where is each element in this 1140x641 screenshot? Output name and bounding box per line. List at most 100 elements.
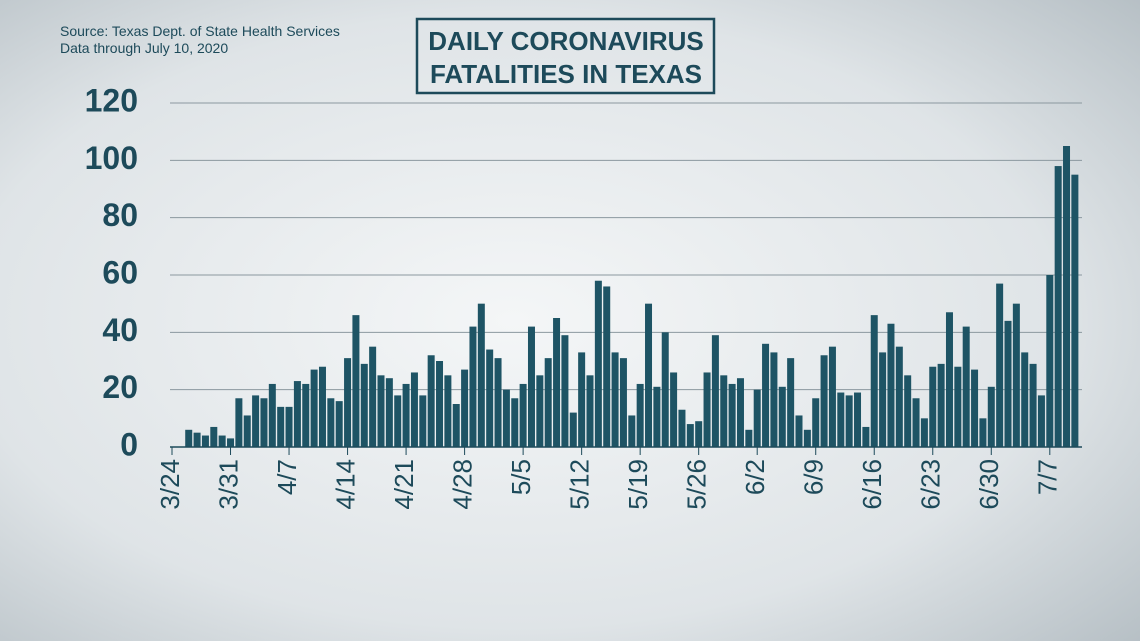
bar [260, 398, 268, 447]
bar [419, 395, 427, 447]
bar [477, 303, 485, 447]
bar [544, 358, 552, 447]
x-tick-label: 7/7 [1033, 459, 1063, 495]
bar [711, 335, 719, 447]
chart-title: DAILY CORONAVIRUS [428, 26, 703, 56]
bar [912, 398, 920, 447]
bar [519, 383, 527, 447]
title-box [415, 17, 716, 95]
bar [895, 346, 903, 447]
bar [310, 369, 318, 447]
x-tick-label: 4/14 [330, 459, 360, 510]
x-tick-label: 4/21 [389, 459, 419, 510]
bar [954, 366, 962, 447]
bar [820, 355, 828, 447]
bar [1029, 363, 1037, 447]
bar [586, 375, 594, 447]
bar [1046, 275, 1054, 447]
bar [670, 372, 678, 447]
bar [561, 335, 569, 447]
bar [444, 375, 452, 447]
bar [828, 346, 836, 447]
y-tick-label: 40 [102, 312, 138, 348]
bar [210, 426, 218, 447]
bar [410, 372, 418, 447]
bar [185, 429, 193, 447]
y-tick-label: 120 [85, 82, 138, 118]
bar [720, 375, 728, 447]
bar [837, 392, 845, 447]
bar [318, 366, 326, 447]
bar [594, 280, 602, 447]
bar [243, 415, 251, 447]
bar [227, 438, 235, 447]
bar [854, 392, 862, 447]
bar [812, 398, 820, 447]
x-tick-label: 3/24 [155, 459, 185, 510]
bar [293, 381, 301, 447]
bar [193, 432, 201, 447]
y-tick-label: 0 [120, 426, 138, 462]
bar [302, 383, 310, 447]
bar [486, 349, 494, 447]
bar [795, 415, 803, 447]
bar [511, 398, 519, 447]
bar [937, 363, 945, 447]
x-tick-label: 5/19 [623, 459, 653, 510]
bar [553, 318, 561, 447]
bar [745, 429, 753, 447]
x-tick-label: 4/28 [447, 459, 477, 510]
bar [335, 401, 343, 447]
x-tick-label: 5/5 [506, 459, 536, 495]
bar [661, 332, 669, 447]
y-tick-label: 60 [102, 254, 138, 290]
x-tick-label: 5/12 [565, 459, 595, 510]
bar [461, 369, 469, 447]
bar [502, 389, 510, 447]
bar [686, 424, 694, 447]
bar [527, 326, 535, 447]
bar [628, 415, 636, 447]
bar [1037, 395, 1045, 447]
bar [235, 398, 243, 447]
bar [845, 395, 853, 447]
bar [762, 343, 770, 447]
bar [979, 418, 987, 447]
bar [1012, 303, 1020, 447]
x-tick-label: 6/2 [740, 459, 770, 495]
chart-subtitle: FATALITIES IN TEXAS [430, 59, 702, 89]
bar [277, 406, 285, 447]
y-tick-label: 100 [85, 140, 138, 176]
y-tick-label: 20 [102, 369, 138, 405]
x-tick-label: 3/31 [213, 459, 243, 510]
bar [703, 372, 711, 447]
bar [879, 352, 887, 447]
bar [1004, 320, 1012, 447]
bar [962, 326, 970, 447]
x-tick-label: 6/23 [916, 459, 946, 510]
bar [753, 389, 761, 447]
bar [1071, 174, 1079, 447]
bar [252, 395, 260, 447]
bar [971, 369, 979, 447]
bar [862, 426, 870, 447]
bar [987, 386, 995, 447]
bar [695, 421, 703, 447]
bar [887, 323, 895, 447]
bar [218, 435, 226, 447]
bar [394, 395, 402, 447]
bar [787, 358, 795, 447]
bar [603, 286, 611, 447]
bar [611, 352, 619, 447]
bar [636, 383, 644, 447]
bar [385, 378, 393, 447]
bar [360, 363, 368, 447]
bar [436, 361, 444, 447]
bar [201, 435, 209, 447]
bar [929, 366, 937, 447]
bar [427, 355, 435, 447]
bar [569, 412, 577, 447]
bar [778, 386, 786, 447]
